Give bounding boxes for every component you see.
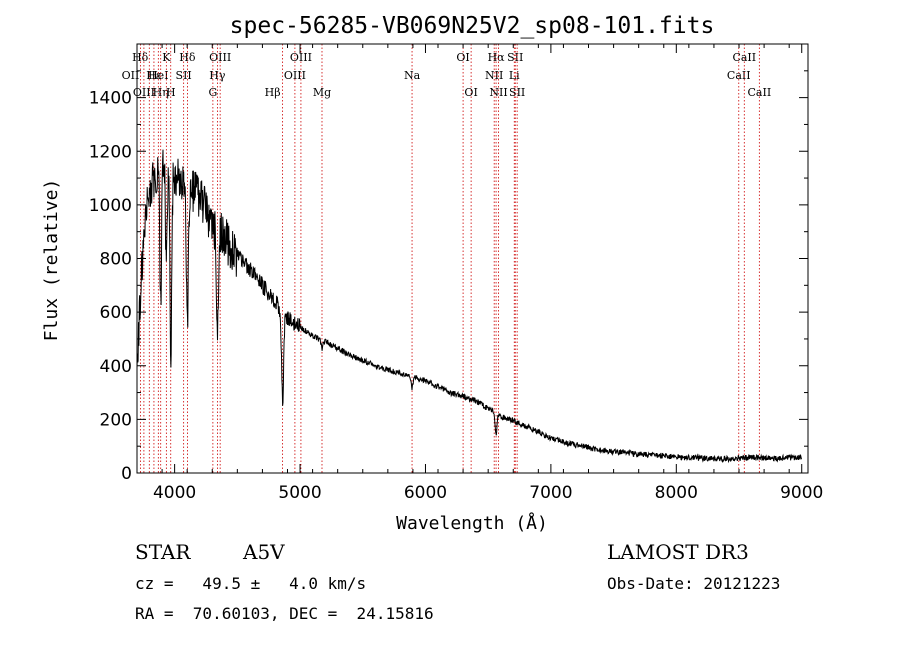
line-marker-label: Li (509, 69, 520, 82)
line-marker-label: NII (489, 86, 507, 99)
y-axis-label: Flux (relative) (41, 179, 62, 342)
x-tick-label: 6000 (404, 483, 447, 503)
line-marker-label: Hγ (209, 69, 226, 82)
x-tick-label: 8000 (655, 483, 698, 503)
axes: 4000 5000 6000 7000 8000 9000 0 200 400 600 800 100… (89, 43, 823, 503)
redshift-value: cz = 49.5 ± 4.0 km/s (135, 574, 367, 593)
line-marker-label: HeI (148, 69, 168, 82)
y-tick-label: 1400 (89, 89, 132, 109)
y-tick-label: 800 (100, 250, 132, 270)
spectrum-line (136, 149, 802, 464)
line-marker-label: Na (404, 69, 421, 82)
line-marker-label: OIII (133, 86, 155, 99)
x-tick-label: 5000 (278, 483, 321, 503)
line-marker-label: OIII (209, 51, 231, 64)
coordinates: RA = 70.60103, DEC = 24.15816 (135, 604, 434, 623)
y-tick-label: 600 (100, 303, 132, 323)
line-marker-label: H (166, 86, 176, 99)
line-marker-label: Hα (488, 51, 506, 64)
y-tick-label: 1000 (89, 196, 132, 216)
survey-name: LAMOST DR3 (607, 540, 749, 564)
x-axis-label: Wavelength (Å) (396, 512, 548, 534)
line-marker-label: Hη (153, 86, 169, 99)
line-marker-label: OIII (290, 51, 312, 64)
y-tick-label: 400 (100, 357, 132, 377)
line-marker-label: SII (509, 86, 525, 99)
object-class: STAR (135, 540, 191, 564)
line-marker-label: Hδ (179, 51, 196, 64)
x-tick-label: 4000 (153, 483, 196, 503)
plot-frame (136, 43, 809, 474)
observation-date: Obs-Date: 20121223 (607, 574, 781, 593)
line-marker-label: NII (485, 69, 503, 82)
line-marker-label: OII (122, 69, 140, 82)
chart-title: spec-56285-VB069N25V2_sp08-101.fits (230, 13, 715, 39)
line-marker-label: Hβ (265, 86, 281, 99)
line-marker-label: OIII (284, 69, 306, 82)
line-marker-label: CaII (748, 86, 772, 99)
y-tick-label: 200 (100, 410, 132, 430)
y-tick-label: 0 (121, 464, 132, 484)
line-marker-label: CaII (727, 69, 751, 82)
line-marker-label: K (162, 51, 171, 64)
spectrum-series (136, 149, 802, 464)
line-marker-label: SII (507, 51, 523, 64)
line-marker-label: OI (464, 86, 477, 99)
line-marker-label: Hδ (132, 51, 149, 64)
line-marker-label: OI (456, 51, 469, 64)
x-tick-label: 7000 (529, 483, 572, 503)
line-marker-label: CaII (732, 51, 756, 64)
line-marker-label: Mg (313, 86, 331, 99)
x-tick-label: 9000 (780, 483, 823, 503)
y-tick-label: 1200 (89, 142, 132, 162)
spectral-subclass: A5V (243, 540, 285, 564)
line-marker-label: G (208, 86, 217, 99)
line-marker-label: SII (176, 69, 192, 82)
